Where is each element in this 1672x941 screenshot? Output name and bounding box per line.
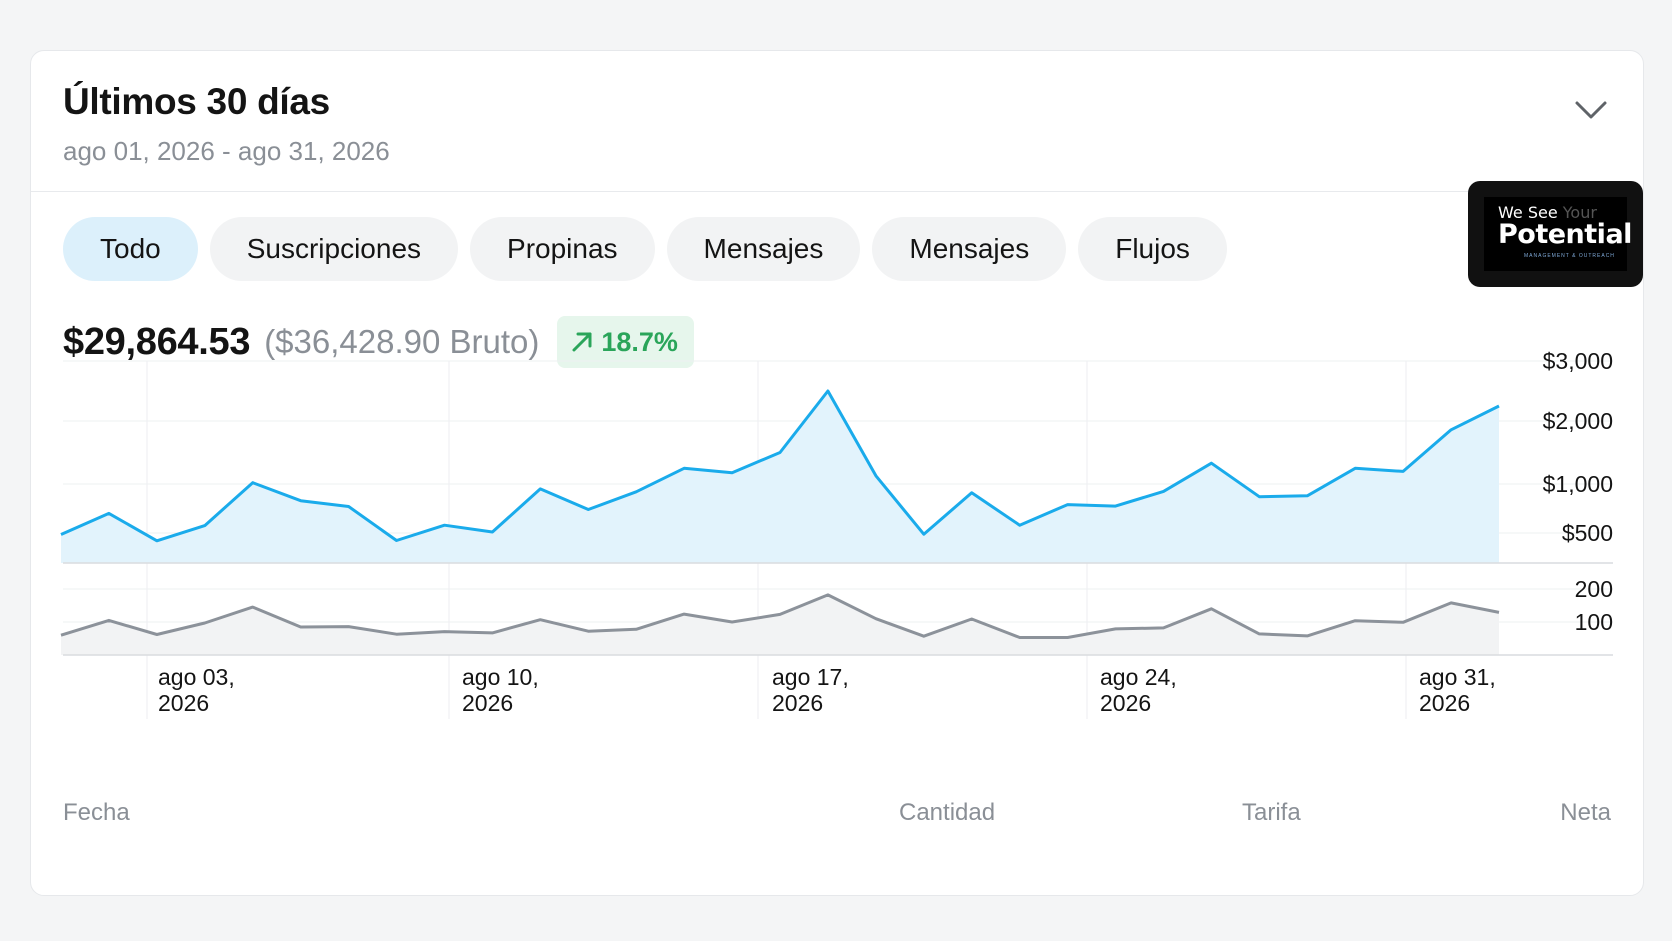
tab-mensajes[interactable]: Mensajes (666, 217, 861, 281)
tab-propinas[interactable]: Propinas (470, 217, 655, 281)
summary-row: $29,864.53 ($36,428.90 Bruto) 18.7% (63, 316, 694, 368)
arrow-up-right-icon (572, 332, 592, 352)
change-percent: 18.7% (601, 326, 678, 357)
col-header-date[interactable]: Fecha (63, 799, 130, 826)
x-tick-label: ago 10, 2026 (462, 664, 539, 716)
y-tick-main: $3,000 (1543, 348, 1613, 374)
x-tick-label: ago 17, 2026 (772, 664, 849, 716)
logo-wordmark: Potential (1498, 219, 1632, 250)
y-tick-sub: 100 (1575, 609, 1613, 635)
main-area-fill (61, 391, 1499, 563)
main-series-line (60, 389, 1500, 543)
period-title: Últimos 30 días (63, 81, 330, 122)
date-range: ago 01, 2026 - ago 31, 2026 (63, 136, 390, 166)
header-divider (31, 191, 1643, 192)
category-tabs: Todo Suscripciones Propinas Mensajes Men… (63, 217, 1227, 281)
net-amount: $29,864.53 (63, 320, 251, 363)
x-tick-label: ago 03, 2026 (158, 664, 235, 716)
tab-flujos[interactable]: Flujos (1078, 217, 1227, 281)
earnings-card: Últimos 30 días ago 01, 2026 - ago 31, 2… (30, 50, 1644, 896)
col-header-fee[interactable]: Tarifa (1242, 799, 1301, 826)
gross-amount: ($36,428.90 Bruto) (264, 323, 540, 360)
earnings-chart: $3,000 $2,000 $1,000 $500 200 100 ago 03, 2026 a… (60, 348, 1613, 719)
col-header-net[interactable]: Neta (1560, 799, 1611, 826)
tab-mensajes-2[interactable]: Mensajes (872, 217, 1067, 281)
tab-todo[interactable]: Todo (63, 217, 198, 281)
logo-text: We See Your (1498, 203, 1597, 222)
x-tick-label: ago 31, 2026 (1419, 664, 1496, 716)
tab-suscripciones[interactable]: Suscripciones (209, 217, 459, 281)
y-tick-main: $500 (1562, 520, 1613, 546)
y-tick-main: $2,000 (1543, 408, 1613, 434)
y-tick-main: $1,000 (1543, 471, 1613, 497)
chevron-down-icon[interactable] (1571, 95, 1611, 125)
change-badge: 18.7% (557, 316, 694, 368)
col-header-amount[interactable]: Cantidad (899, 799, 996, 826)
sub-series-line (60, 593, 1500, 639)
sub-area-fill (61, 594, 1499, 655)
brand-logo: We See Your Potential MANAGEMENT & OUTRE… (1468, 181, 1643, 287)
x-tick-label: ago 24, 2026 (1100, 664, 1177, 716)
y-tick-sub: 200 (1575, 576, 1613, 602)
logo-tagline: MANAGEMENT & OUTREACH (1524, 253, 1615, 259)
